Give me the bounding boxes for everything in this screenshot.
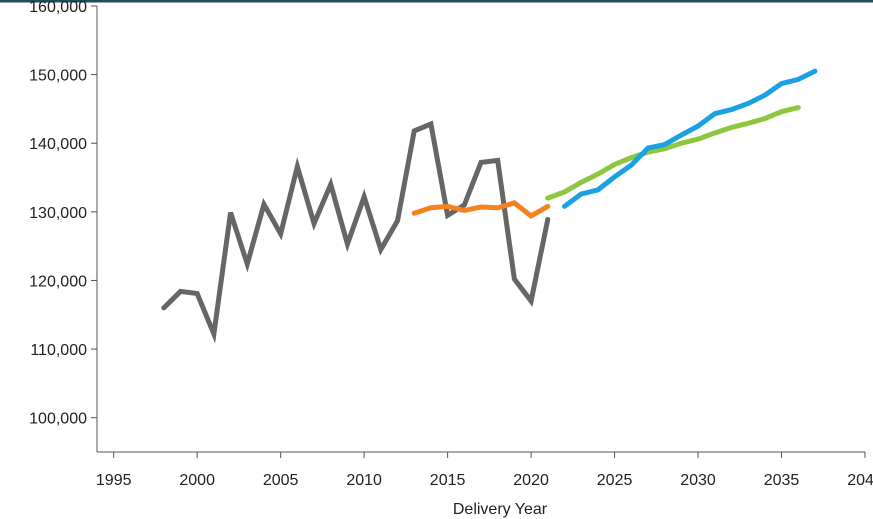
x-tick-label: 2025 [597, 472, 633, 489]
x-tick-label: 2035 [764, 472, 800, 489]
y-tick-label: 130,000 [29, 205, 87, 222]
y-tick-label: 140,000 [29, 136, 87, 153]
x-tick-label: 2030 [680, 472, 716, 489]
y-tick-label: 120,000 [29, 273, 87, 290]
series-line-1 [161, 120, 551, 344]
x-tick-label: 2015 [430, 472, 466, 489]
y-tick-label: 100,000 [29, 411, 87, 428]
series-line-3 [545, 105, 801, 201]
y-axis-ticks: 100,000 110,000 120,000 130,000 140,000 150,0… [29, 0, 97, 428]
series-line-2 [411, 200, 551, 219]
x-tick-label: 2020 [513, 472, 549, 489]
x-tick-label: 1995 [96, 472, 132, 489]
y-tick-label: 110,000 [30, 342, 87, 359]
y-tick-label: 150,000 [29, 68, 87, 85]
x-axis-ticks: 1995 2000 2005 2010 2015 2020 2025 2030 2035 2040 [96, 452, 873, 489]
y-tick-label: 160,000 [29, 0, 87, 16]
x-tick-label: 2005 [263, 472, 299, 489]
x-tick-label: 2000 [179, 472, 215, 489]
series-layer [161, 68, 818, 344]
series-line-4 [561, 68, 818, 209]
x-tick-label: 2010 [346, 472, 382, 489]
x-tick-label: 2040 [847, 472, 873, 489]
x-axis-title: Delivery Year [453, 501, 548, 518]
